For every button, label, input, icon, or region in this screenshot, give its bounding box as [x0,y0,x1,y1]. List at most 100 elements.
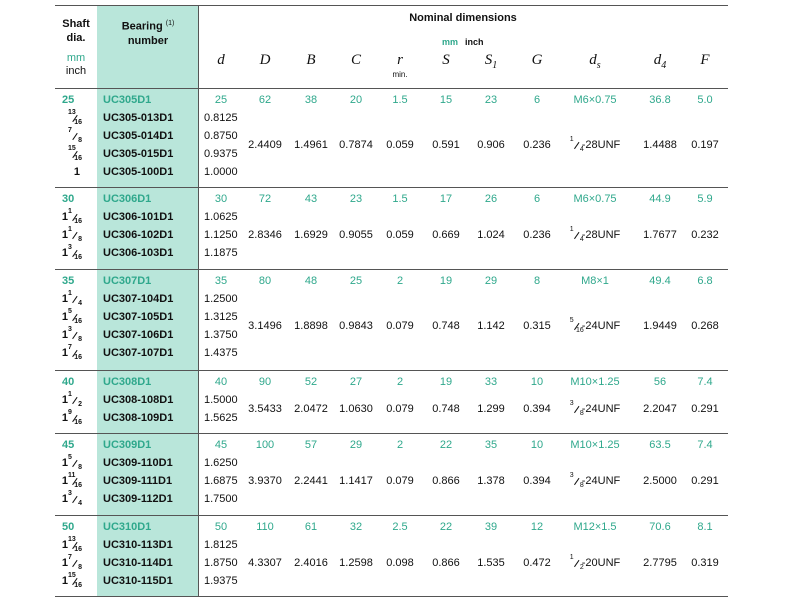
shaft-inch: inch [65,65,87,77]
shaft-mm: mm [66,52,86,64]
inch-d-value: 1.7500 [204,493,238,505]
metric-value: 39 [484,521,498,533]
inch-d-value: 1.3125 [204,311,238,323]
inch-value: 0.7874 [339,139,373,151]
metric-value: M12×1.5 [573,521,617,533]
bearing-metric: UC305D1 [103,94,152,106]
metric-value: 50 [214,521,228,533]
metric-value: 5.9 [697,193,713,205]
inch-value: 3.5433 [248,403,282,415]
metric-value: 10 [530,439,544,451]
inch-value: 1.6929 [294,229,328,241]
thread: -28UNF [581,229,621,241]
nominal-inch: inch [465,37,484,47]
metric-value: 2 [396,439,404,451]
numerator: 3 [68,244,72,251]
inch-value: 0.906 [477,139,505,151]
fraction: 13 16 [68,109,82,126]
inch-value: 1.8898 [294,320,328,332]
denominator: 16 [74,582,82,589]
column-symbol: B [306,52,315,68]
shaft-inch-value: 1 7 16 [62,344,82,361]
metric-value: 40 [214,376,228,388]
metric-value: 8 [533,275,541,287]
numerator: 9 [68,409,72,416]
shaft-mm-value: 40 [62,376,75,388]
inch-value: 0.394 [523,403,551,415]
denominator: 16 [74,419,82,426]
group-rule [55,187,728,188]
inch-value: 1.7677 [643,229,677,241]
inch-value: 0.315 [523,320,551,332]
inch-value: 3.9370 [248,475,282,487]
metric-value: 7.4 [697,439,713,451]
header-rule [55,88,728,89]
metric-value: 6 [533,193,541,205]
metric-value: M8×1 [581,275,609,287]
denominator: 16 [74,155,82,162]
inch-value: 1.9449 [643,320,677,332]
inch-d-value: 1.0625 [204,211,238,223]
bearing-inch: UC308-108D1 [103,394,174,406]
metric-value: 23 [349,193,363,205]
thread: -24UNF [581,403,621,415]
inch-value: 0.079 [386,320,414,332]
inch-value: 2.5000 [643,475,677,487]
inch-value: 0.748 [432,403,460,415]
bearing-inch: UC306-102D1 [103,229,174,241]
denominator: 8 [579,482,584,489]
column-symbol: d4 [654,52,667,74]
metric-value: 15 [439,94,453,106]
shaft-inch-value: 1 15 16 [62,572,82,589]
inch-d-value: 1.0000 [204,166,238,178]
whole: 1 [61,539,68,551]
inch-d-value: 1.6250 [204,457,238,469]
inch-value: 0.394 [523,475,551,487]
bearing-column-bg [97,5,198,596]
symbol: D [259,52,271,68]
inch-d-value: 1.8750 [204,557,238,569]
shaft-mm-value: 35 [62,275,75,287]
numerator: 15 [68,572,76,579]
metric-value: 44.9 [649,193,671,205]
inch-thread: 3 8 -24UNF [570,472,621,489]
group-rule [55,596,728,597]
shaft-inch-value: 1 [74,165,80,179]
whole: 1 [61,229,68,241]
shaft-inch-value: 1 9 16 [61,409,82,426]
whole: 1 [61,557,68,569]
inch-value: 1.0630 [339,403,373,415]
bearing-inch: UC309-110D1 [103,457,173,469]
inch-value: 0.866 [432,475,460,487]
denominator: 2 [579,564,584,571]
inch-value: 2.0472 [294,403,328,415]
numerator: 7 [68,127,72,134]
denominator: 4 [78,300,82,307]
metric-value: 23 [484,94,498,106]
numerator: 1 [68,208,72,215]
column-symbol: F [700,52,709,68]
whole: 1 [61,311,68,323]
bearing-inch: UC306-103D1 [103,247,174,259]
denominator: 4 [579,236,584,243]
bearing-word: Bearing [121,20,163,33]
symbol: r [397,52,403,68]
symbol: d [589,52,597,68]
numerator: 3 [68,490,72,497]
bearing-metric: UC308D1 [103,376,152,388]
inch-d-value: 1.4375 [204,347,238,359]
inch-d-value: 0.8125 [204,112,238,124]
metric-value: 35 [484,439,498,451]
inch-d-value: 1.8125 [204,539,238,551]
numerator: 1 [68,391,72,398]
denominator: 16 [74,318,82,325]
whole: 1 [61,412,68,424]
